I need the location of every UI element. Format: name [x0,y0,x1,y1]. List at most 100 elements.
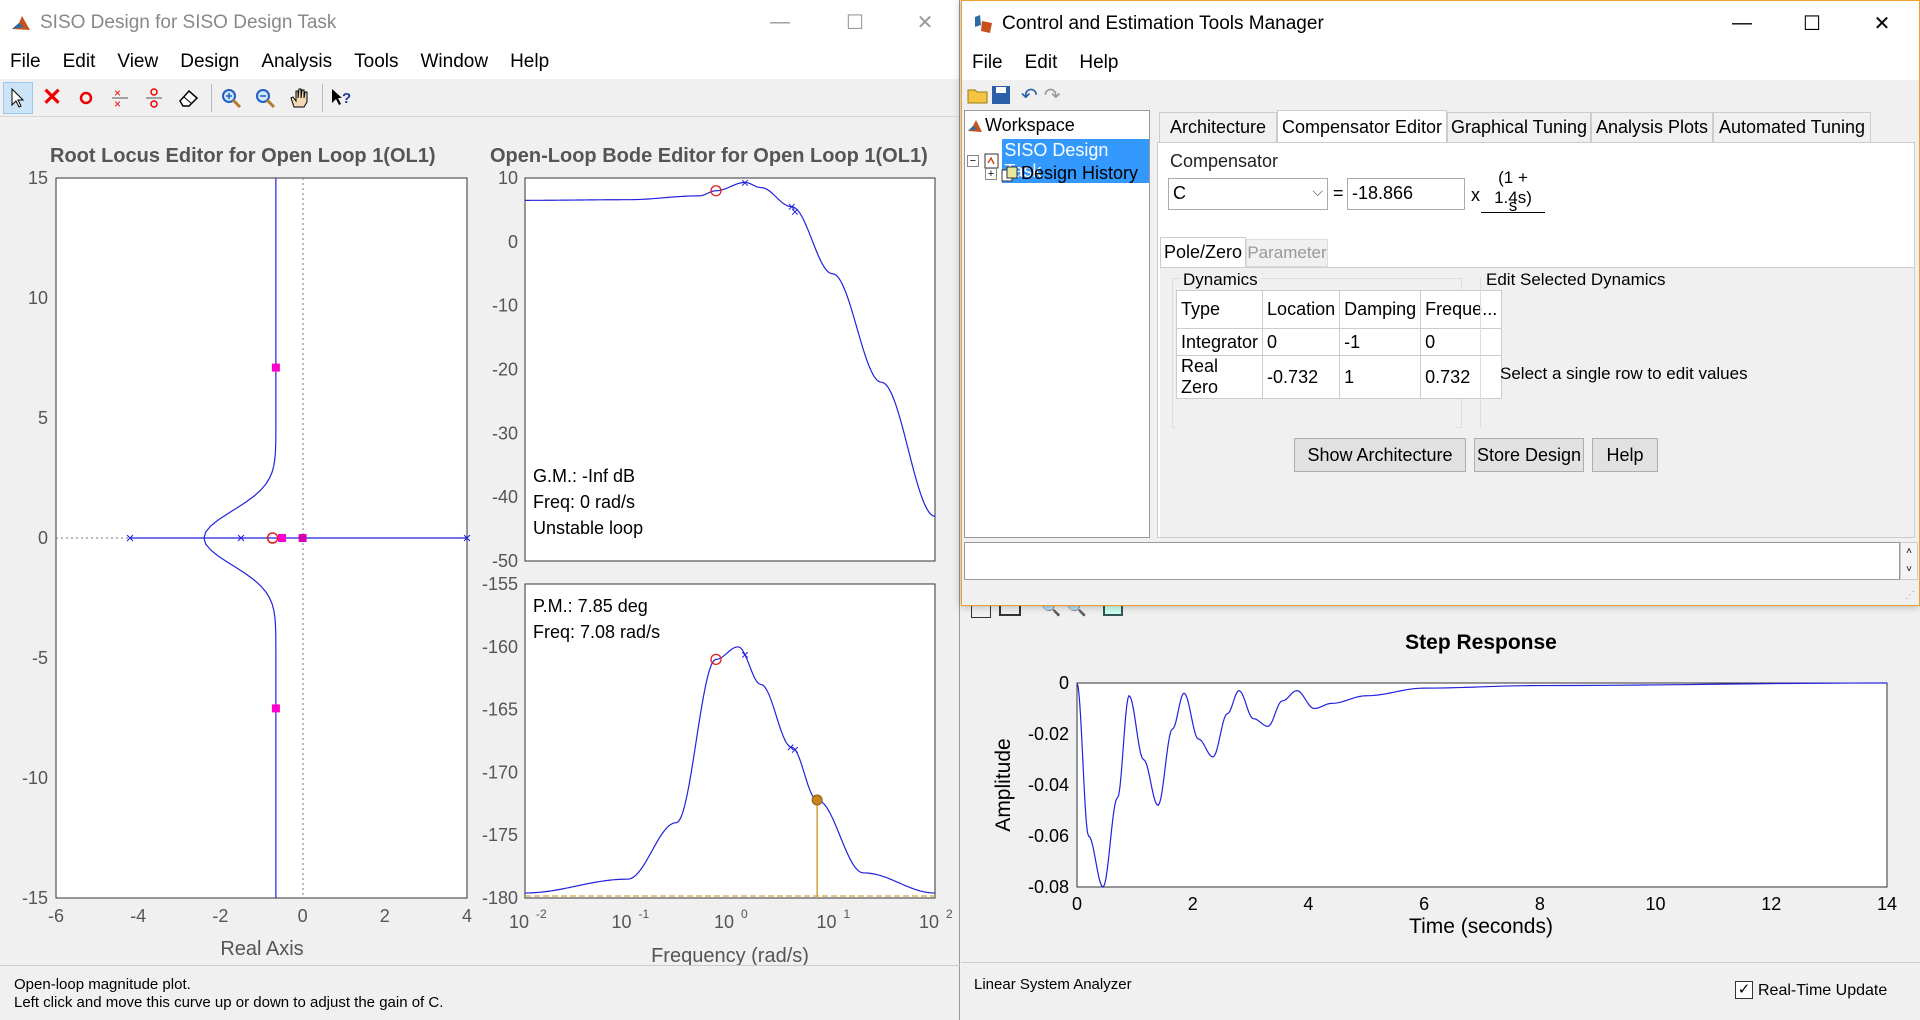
step-response-plot[interactable] [1076,682,1888,888]
closed-loop-pole-marker [271,704,280,713]
expand-icon[interactable]: + [985,167,997,180]
table-row[interactable]: Real Zero -0.732 1 0.732 [1175,355,1503,399]
dynamics-table: Type Location Damping Freque... Integrat… [1175,290,1503,399]
step-y-tick-label: -0.08 [1028,877,1069,897]
save-icon[interactable] [991,85,1011,105]
ctm-close-button[interactable]: ✕ [1873,13,1891,35]
col-damping[interactable]: Damping [1339,290,1422,329]
step-response-axes[interactable] [1076,682,1888,888]
add-complex-pole-icon[interactable]: × × [105,82,135,114]
step-x-tick-label: 14 [1877,894,1897,914]
menu-file[interactable]: File [10,51,41,72]
rl-x-tick-label: -2 [212,906,228,926]
minimize-button[interactable]: — [770,11,790,33]
menu-help[interactable]: Help [510,51,550,72]
cell: Integrator [1175,328,1264,356]
menu-design[interactable]: Design [180,51,240,72]
realtime-update-checkbox[interactable]: ✓ [1735,981,1753,999]
ctm-menu-file[interactable]: File [972,52,1003,73]
step-y-tick-labels: 0 -0.02 -0.04 -0.06 -0.08 [1028,673,1069,897]
redo-icon[interactable]: ↷ [1043,84,1061,107]
step-x-axis-label: Time (seconds) [1409,915,1553,938]
step-response-svg: Step Response 0 -0.02 -0.04 -0.06 -0.08 0 2 4 6… [992,631,1897,938]
compensator-select[interactable]: C ⌵ [1168,178,1328,210]
help-pointer-icon[interactable]: ? [327,82,357,114]
resize-grip-icon[interactable]: ⋰ [1905,590,1915,601]
tab-compensator-editor[interactable]: Compensator Editor [1277,110,1447,144]
ctm-menu-edit[interactable]: Edit [1024,52,1058,73]
pole-marker: × [788,199,796,215]
ctm-menu-help[interactable]: Help [1079,52,1119,73]
table-row[interactable]: Integrator 0 -1 0 [1175,328,1503,356]
bode-x-tick-labels: 10 -2 10 -1 10 0 10 1 10 2 [509,907,953,932]
tree-item-design-history[interactable]: + Design History [985,163,1138,184]
table-header-row: Type Location Damping Freque... [1175,290,1503,329]
collapse-icon[interactable]: − [967,155,979,167]
bode-x-tick-exp: -2 [536,907,547,921]
task-icon [984,153,999,169]
tab-automated-tuning[interactable]: Automated Tuning [1713,112,1871,142]
tab-analysis-plots[interactable]: Analysis Plots [1591,112,1713,142]
bode-x-tick-base: 10 [611,912,631,932]
mag-y-tick-label: -50 [492,551,518,571]
menu-window[interactable]: Window [420,51,489,72]
maximize-button[interactable]: ☐ [846,12,864,34]
pole-marker: × [791,741,799,757]
menu-edit[interactable]: Edit [62,51,96,72]
col-type[interactable]: Type [1175,290,1264,329]
bode-x-tick-exp: 2 [946,907,953,921]
bode-x-tick-base: 10 [509,912,529,932]
add-zero-icon[interactable] [71,82,101,114]
dynamics-label: Dynamics [1180,270,1261,290]
bode-phase-plot[interactable]: ××× [524,646,936,898]
subtab-parameter[interactable]: Parameter [1246,239,1328,267]
message-area[interactable] [964,542,1900,580]
rl-y-tick-label: 15 [28,168,48,188]
menu-analysis[interactable]: Analysis [261,51,333,72]
ctm-maximize-button[interactable]: ☐ [1803,13,1821,35]
open-folder-icon[interactable] [967,85,989,105]
root-locus-title: Root Locus Editor for Open Loop 1(OL1) [50,145,436,167]
zoom-in-icon[interactable] [216,82,246,114]
bode-magnitude-plot[interactable]: ××× [524,174,936,517]
pan-hand-icon[interactable] [284,82,314,114]
delete-pole-icon[interactable]: ✕ [41,84,63,111]
gain-input[interactable]: -18.866 [1347,178,1465,210]
mag-y-tick-label: -10 [492,296,518,316]
menu-view[interactable]: View [117,51,159,72]
add-complex-zero-icon[interactable] [139,82,169,114]
show-architecture-button[interactable]: Show Architecture [1294,438,1466,472]
tree-item-workspace[interactable]: Workspace [967,115,1075,136]
tab-architecture[interactable]: Architecture [1159,112,1277,142]
subtab-pole-zero[interactable]: Pole/Zero [1160,237,1246,267]
eraser-icon[interactable] [173,82,203,114]
help-button[interactable]: Help [1592,438,1658,472]
undo-icon[interactable]: ↶ [1021,84,1038,107]
siso-window-title: SISO Design for SISO Design Task [40,11,337,33]
step-y-tick-label: -0.06 [1028,826,1069,846]
rl-x-tick-label: 0 [298,906,308,926]
rl-y-tick-labels: 15 10 5 0 -5 -10 -15 [22,168,48,908]
tab-graphical-tuning[interactable]: Graphical Tuning [1447,112,1591,142]
ctm-minimize-button[interactable]: — [1732,12,1752,34]
bode-phase-axes[interactable] [524,583,936,899]
menu-tools[interactable]: Tools [354,51,399,72]
rl-x-tick-label: -6 [48,906,64,926]
zoom-out-icon[interactable] [250,82,280,114]
root-locus-plot[interactable]: ×××× [126,178,472,898]
tree-label: SISO Design Task [1002,139,1149,183]
store-design-button[interactable]: Store Design [1474,438,1584,472]
select-arrow-icon[interactable] [3,81,33,114]
cell: -1 [1339,328,1422,356]
col-frequency[interactable]: Freque... [1420,290,1503,329]
tree-item-siso-task[interactable]: − SISO Design Task [967,139,1149,183]
bode-magnitude-axes[interactable] [524,177,936,562]
pole-marker: × [741,174,749,190]
col-location[interactable]: Location [1262,290,1341,329]
bode-x-tick-exp: 1 [844,907,851,921]
rl-x-tick-label: -4 [130,906,146,926]
message-scrollbar[interactable]: ˄ ˅ [1900,542,1918,580]
close-button[interactable]: ✕ [916,12,934,34]
cell: 0 [1262,328,1341,356]
status-line-2: Left click and move this curve up or dow… [14,994,444,1011]
